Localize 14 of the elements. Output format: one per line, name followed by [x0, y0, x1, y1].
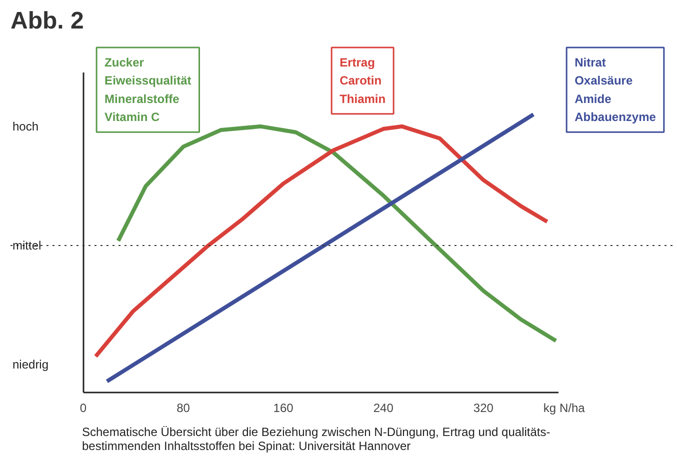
x-tick-label: 320	[473, 401, 494, 416]
x-tick-label: 0	[80, 401, 87, 416]
text: hoch	[12, 119, 39, 134]
text: niedrig	[12, 358, 49, 372]
ref-line-label: mittel	[12, 238, 42, 253]
chart-title: Abb. 2	[10, 8, 84, 34]
text: Schematische Übersicht über die Beziehung zwischen N-Düngung, Ertrag und qualitäts- bestimmenden Inhaltsstoffen bei Spinat: Universität Hannover	[82, 425, 550, 454]
x-tick-label: 240	[373, 401, 394, 416]
series-label: Ertrag Carotin Thiamin	[340, 56, 386, 106]
x-axis-title: kg N/ha	[543, 401, 586, 416]
x-tick-label: 80	[176, 401, 190, 416]
x-tick-label: 160	[273, 401, 294, 416]
series-label: Zucker Eiweissqualität Mineralstoffe Vitamin C	[104, 56, 192, 124]
text: Nitrat Oxalsäure Amide Abbauenzyme	[574, 56, 656, 124]
